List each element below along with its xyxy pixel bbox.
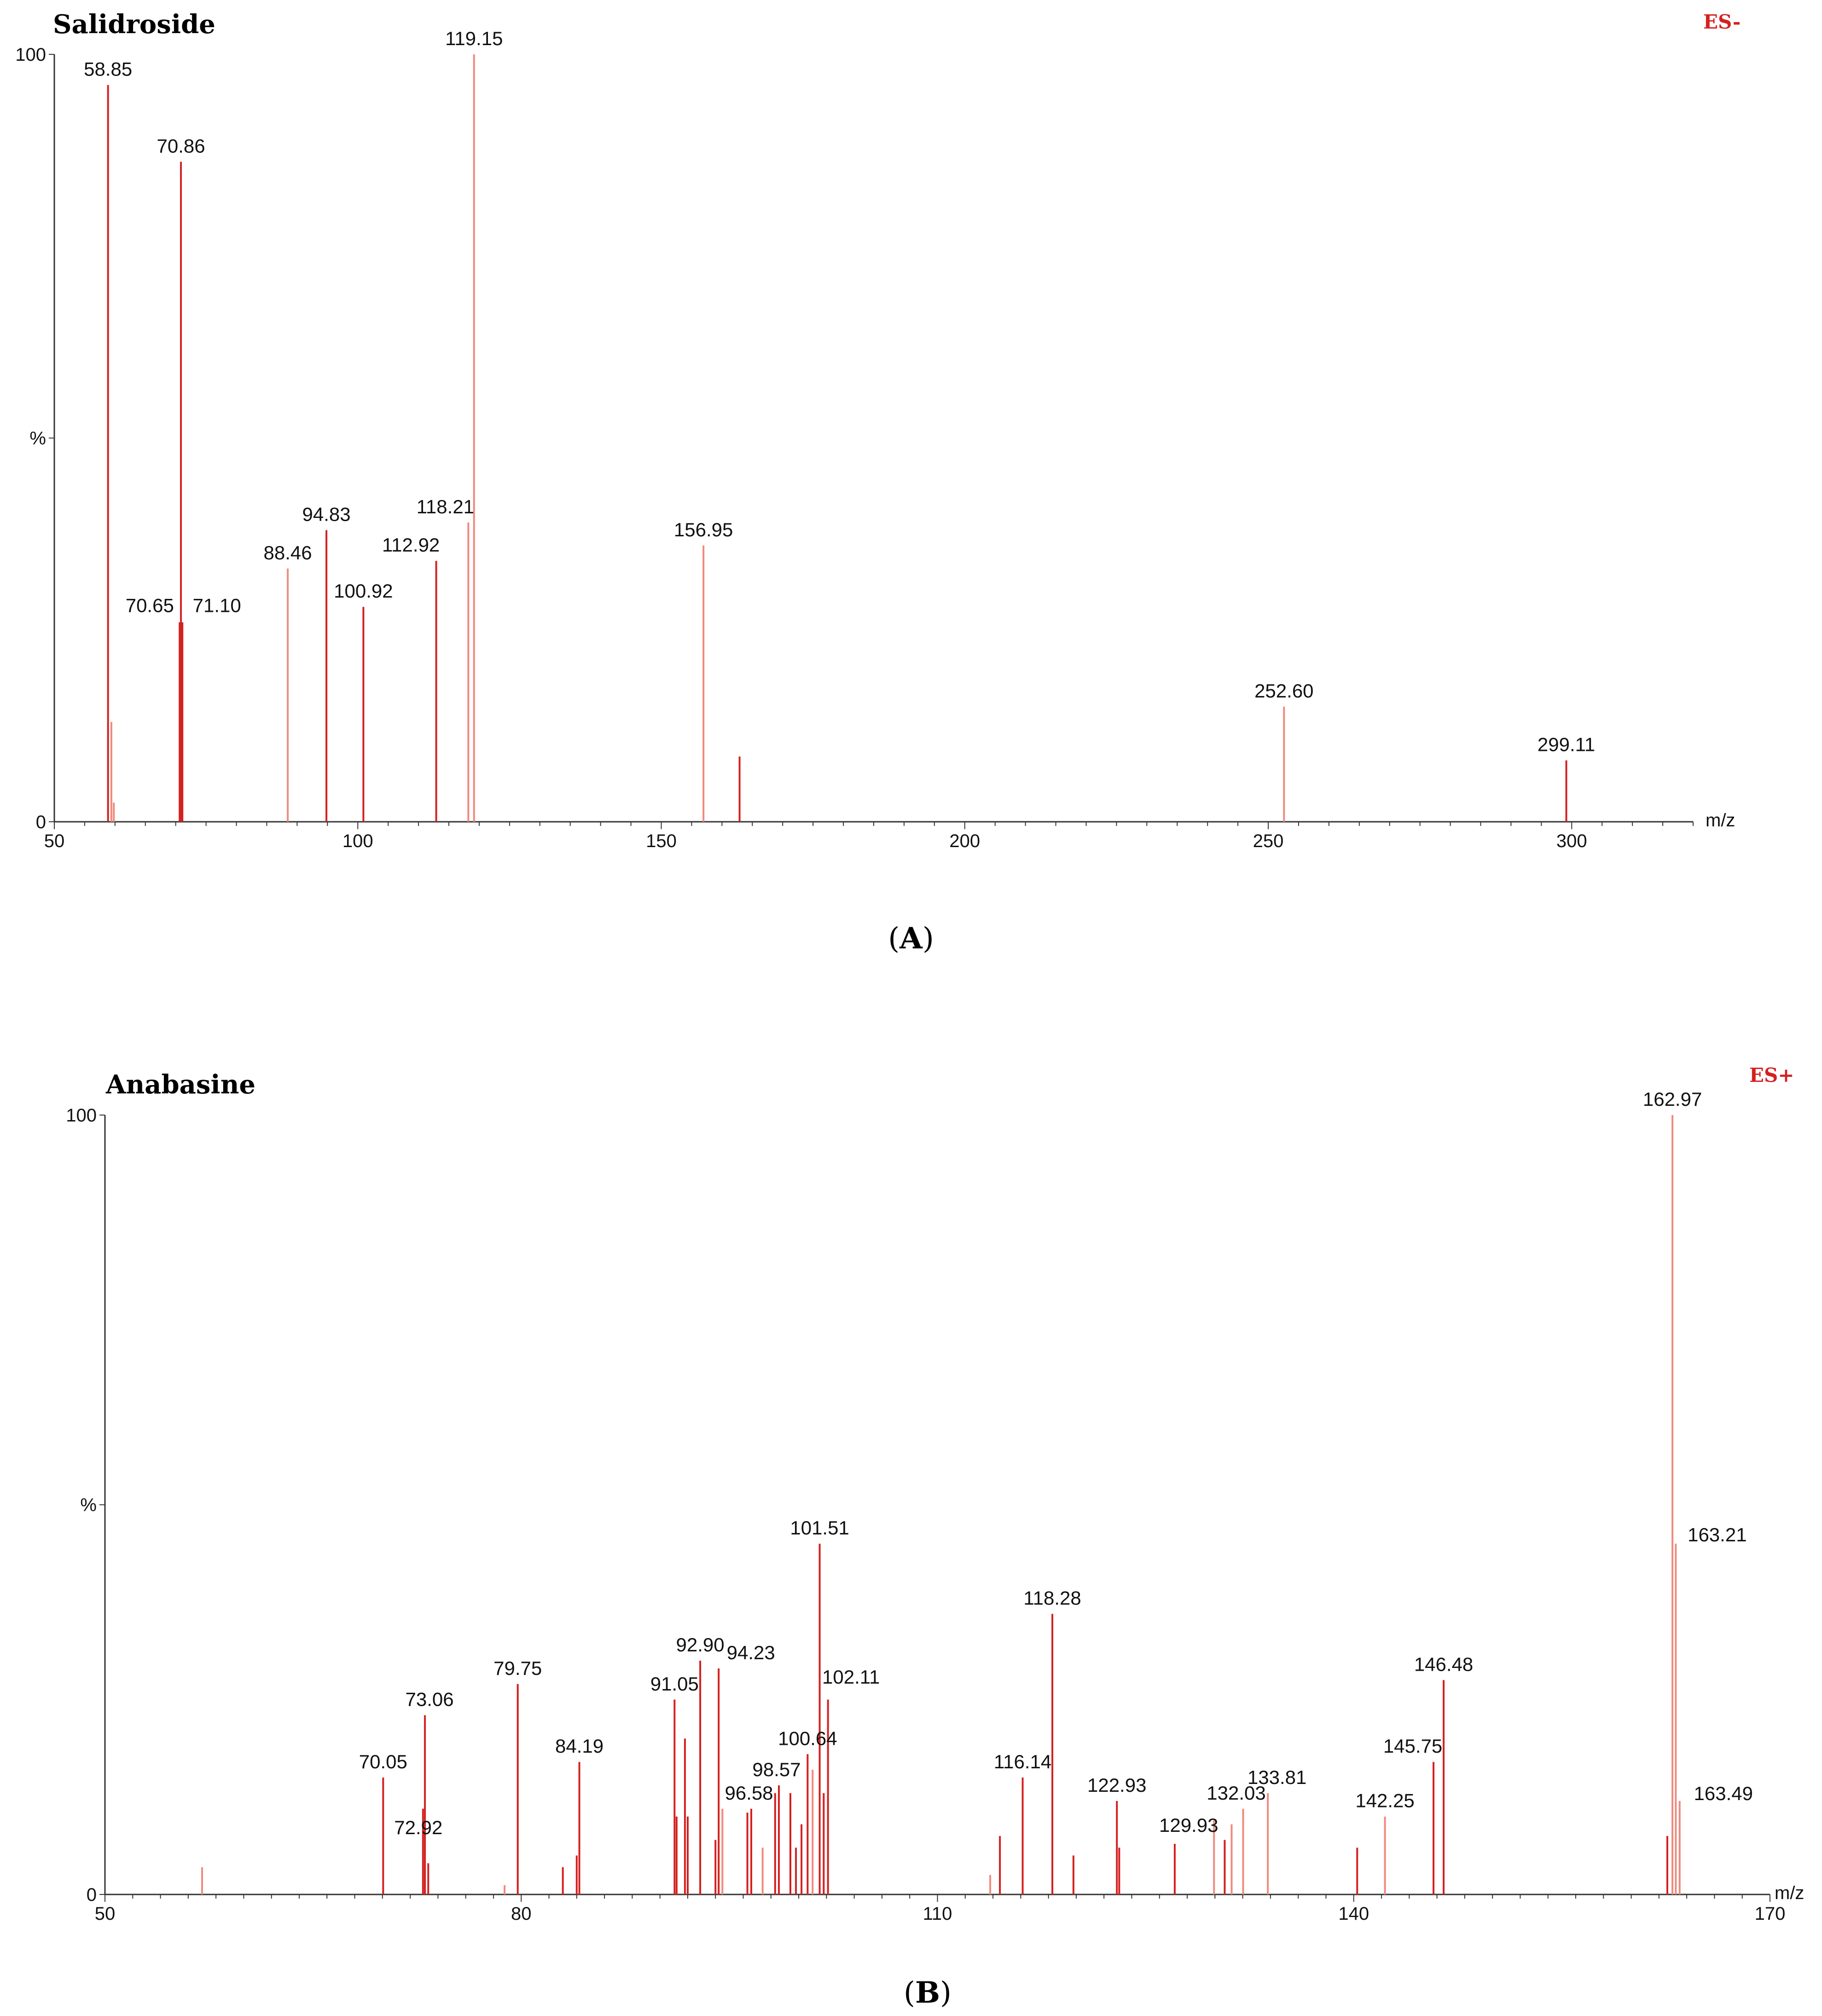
- panel-label-b: (B): [904, 1975, 952, 2010]
- x-axis-label: m/z: [1706, 810, 1735, 831]
- peak-label: 98.57: [752, 1759, 801, 1780]
- peak-label: 100.64: [778, 1727, 837, 1749]
- x-tick-label: 100: [342, 831, 373, 851]
- peak-label: 156.95: [674, 519, 733, 540]
- peak-label: 71.10: [193, 595, 241, 616]
- peak-label: 142.25: [1355, 1790, 1414, 1812]
- peak-label: 79.75: [493, 1657, 542, 1679]
- peak-label: 70.05: [359, 1751, 407, 1772]
- peak-label: 73.06: [406, 1689, 454, 1710]
- x-tick-label: 150: [646, 831, 677, 851]
- peak-label: 102.11: [822, 1666, 880, 1688]
- panel-letter: A: [899, 921, 923, 956]
- x-tick-label: 250: [1253, 831, 1284, 851]
- peak-label: 162.97: [1643, 1088, 1702, 1110]
- peak-label: 58.85: [84, 58, 132, 80]
- peak-label: 92.90: [676, 1634, 725, 1656]
- peak-label: 122.93: [1087, 1774, 1146, 1796]
- mass-spectra-figure: Salidroside ES- 50 100 150 200 250 300 100% 0 5…: [0, 0, 1822, 2016]
- peak-label: 119.15: [445, 28, 503, 49]
- peak-label: 133.81: [1248, 1766, 1306, 1788]
- peak-label: 252.60: [1254, 680, 1313, 702]
- peak-label: 145.75: [1383, 1735, 1442, 1757]
- chart-title: Anabasine: [105, 1069, 255, 1100]
- y-tick-label: 100: [15, 45, 46, 65]
- ion-mode-label: ES+: [1749, 1064, 1794, 1086]
- peak-label: 88.46: [264, 542, 312, 564]
- peak-label: 100.92: [334, 580, 393, 602]
- x-tick-label: 140: [1338, 1904, 1369, 1924]
- peak-label: 91.05: [650, 1673, 699, 1695]
- peak-label: 96.58: [725, 1782, 773, 1804]
- y-tick-label: 0: [87, 1885, 97, 1905]
- x-tick-label: 170: [1755, 1904, 1786, 1924]
- x-tick-label: 50: [95, 1904, 116, 1924]
- peak-label: 118.21: [417, 496, 474, 517]
- peak-label: 163.21: [1688, 1524, 1747, 1545]
- peak-label: 70.65: [126, 595, 174, 616]
- peak-label: 118.28: [1023, 1587, 1081, 1609]
- x-tick-label: 110: [923, 1904, 952, 1924]
- y-tick-label: %: [80, 1495, 97, 1516]
- ion-mode-label: ES-: [1703, 11, 1741, 33]
- panel-letter: B: [915, 1975, 940, 2010]
- peak-label: 94.83: [302, 504, 351, 525]
- peak-label: 94.23: [727, 1642, 775, 1663]
- x-axis-label: m/z: [1775, 1883, 1804, 1903]
- peak-label: 299.11: [1538, 734, 1595, 755]
- peak-label: 116.14: [994, 1751, 1051, 1772]
- x-tick-label: 300: [1556, 831, 1587, 851]
- peak-label: 70.86: [157, 135, 205, 157]
- peak-label: 129.93: [1159, 1814, 1218, 1836]
- peak-label: 101.51: [790, 1517, 849, 1539]
- x-tick-label: 50: [44, 831, 65, 851]
- peak-label: 84.19: [555, 1735, 603, 1757]
- peak-label: 72.92: [394, 1817, 442, 1838]
- peak-label: 112.92: [382, 534, 440, 556]
- x-tick-label: 80: [511, 1904, 532, 1924]
- y-tick-label: %: [29, 429, 46, 449]
- y-tick-label: 100: [66, 1105, 97, 1126]
- y-tick-label: 0: [36, 812, 46, 832]
- panel-label-a: (A): [888, 921, 934, 956]
- peak-label: 163.49: [1694, 1783, 1753, 1804]
- peak-label: 146.48: [1414, 1653, 1473, 1675]
- x-tick-label: 200: [949, 831, 980, 851]
- chart-title: Salidroside: [53, 9, 215, 40]
